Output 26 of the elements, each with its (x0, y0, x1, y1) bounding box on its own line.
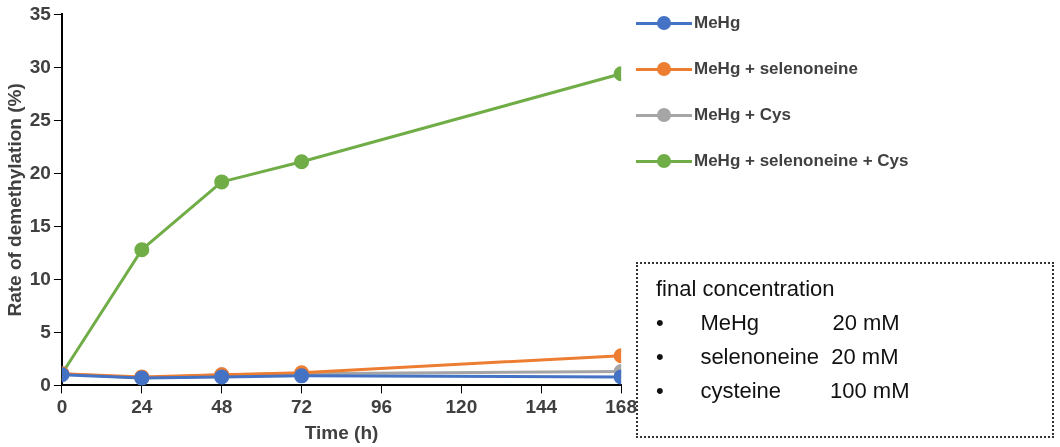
legend-label: MeHg (694, 13, 741, 33)
x-tick-label: 0 (56, 396, 68, 418)
y-tick-label: 20 (29, 161, 51, 183)
y-axis-title: Rate of demethylation (%) (3, 83, 25, 317)
y-tick-label: 25 (29, 108, 52, 130)
x-tick-label: 96 (370, 396, 393, 418)
legend-label: MeHg + selenoneine + Cys (694, 151, 909, 171)
x-axis-title: Time (h) (304, 421, 379, 443)
y-tick-label: 0 (40, 373, 51, 395)
x-tick-label: 144 (525, 396, 558, 418)
text: • MeHg 20 mM (656, 309, 901, 337)
y-tick-label: 30 (29, 55, 51, 77)
text: • cysteine 100 mM (656, 377, 911, 405)
x-tick-label: 168 (605, 396, 637, 418)
y-tick-label: 5 (40, 320, 52, 342)
x-tick-label: 48 (211, 396, 233, 418)
legend-label: MeHg + selenoneine (694, 59, 858, 79)
text: • selenoneine 20 mM (656, 343, 900, 371)
y-tick-label: 15 (29, 214, 52, 236)
y-tick-label: 10 (29, 267, 51, 289)
x-tick-label: 72 (291, 396, 313, 418)
y-tick-label: 35 (29, 2, 52, 24)
legend-label: MeHg + Cys (694, 105, 791, 125)
x-tick-label: 24 (131, 396, 153, 418)
text: final concentration (656, 276, 836, 302)
x-tick-label: 120 (445, 396, 478, 418)
